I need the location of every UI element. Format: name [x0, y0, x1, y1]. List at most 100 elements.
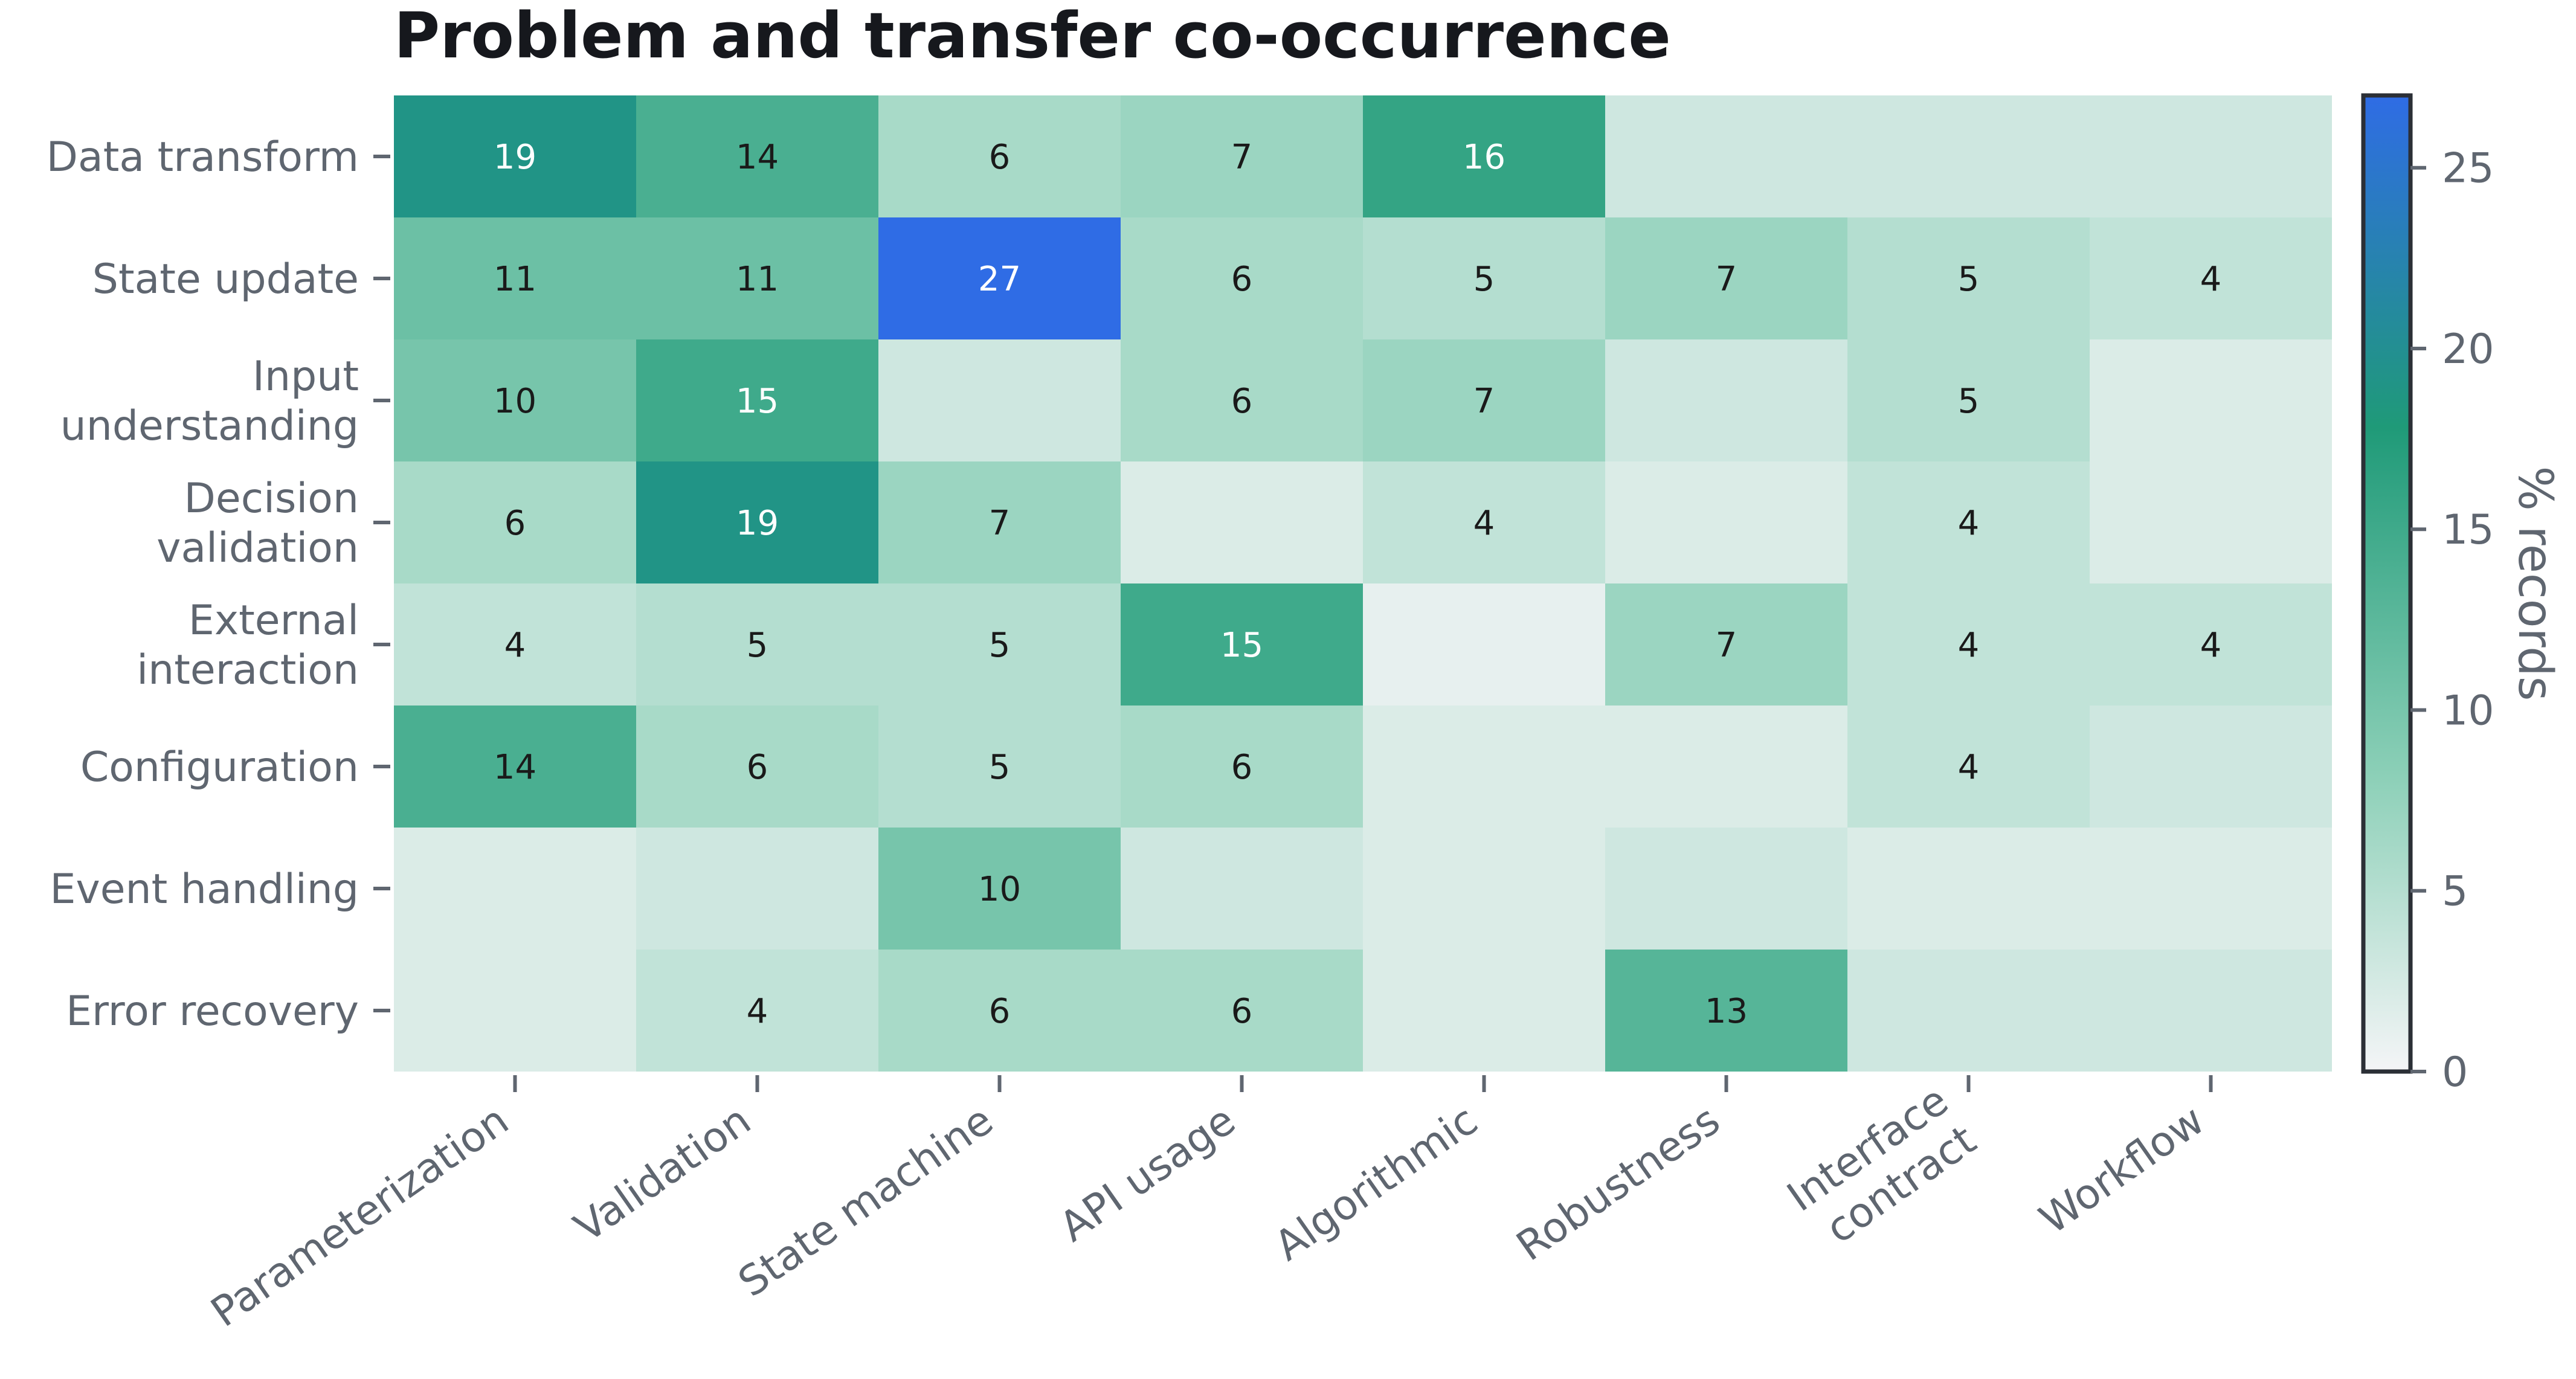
heatmap-cell [1847, 583, 2090, 706]
heatmap-cell [394, 583, 636, 706]
x-tick-label: Parameterization [203, 1096, 518, 1337]
heatmap-cell [1121, 828, 1363, 950]
colorbar: 0 5 10 15 20 25 % records [2361, 93, 2562, 1096]
heatmap-cell [1121, 706, 1363, 828]
heatmap-cell [1121, 339, 1363, 461]
heatmap-cell [878, 583, 1121, 706]
colorbar-tick-label: 0 [2442, 1049, 2468, 1096]
heatmap-cell [1363, 950, 1605, 1072]
heatmap-cell [1121, 461, 1363, 583]
heatmap-cell [636, 217, 878, 339]
x-tick-label: Robustness [1509, 1096, 1729, 1270]
heatmap-cell [636, 461, 878, 583]
cell-label: 19 [736, 504, 779, 543]
colorbar-tick-label: 5 [2442, 868, 2468, 916]
cell-label: 5 [1958, 260, 1980, 299]
cell-label: 6 [1231, 748, 1253, 787]
heatmap-cell [636, 706, 878, 828]
colorbar-tick-label: 25 [2442, 145, 2494, 193]
cell-label: 5 [989, 626, 1011, 665]
heatmap-cell [394, 339, 636, 461]
cell-label: 5 [747, 626, 768, 665]
heatmap-cell [1847, 217, 2090, 339]
heatmap-cell [2090, 339, 2332, 461]
heatmap-cell [1847, 706, 2090, 828]
cell-label: 11 [736, 260, 779, 299]
x-tick-label: State machine [730, 1096, 1002, 1307]
colorbar-gradient [2361, 93, 2413, 1074]
heatmap-cell [1121, 217, 1363, 339]
cell-label: 16 [1463, 138, 1505, 177]
colorbar-tick-label: 20 [2442, 326, 2494, 373]
cell-label: 4 [2200, 626, 2222, 665]
heatmap-cell [1363, 217, 1605, 339]
heatmap-cell [878, 950, 1121, 1072]
colorbar-tick-label: 10 [2442, 687, 2494, 735]
heatmap-cell [2090, 217, 2332, 339]
y-axis: Data transform State update Input understan… [47, 133, 390, 1035]
heatmap-cell [2090, 461, 2332, 583]
heatmap-cell [2090, 583, 2332, 706]
cell-label: 14 [736, 138, 779, 177]
chart-title: Problem and transfer co-occurrence [394, 0, 1671, 72]
cell-label: 10 [494, 382, 536, 421]
heatmap-cell [1847, 339, 2090, 461]
heatmap-cell [1363, 583, 1605, 706]
heatmap-cells: 19 14 6 7 16 11 11 27 6 5 7 5 4 10 15 6 7 5 6 19 7 4 4 4 5 5 15 7 4 4… [394, 95, 2332, 1072]
heatmap-cell [1363, 828, 1605, 950]
heatmap-cell [878, 706, 1121, 828]
cell-label: 5 [1473, 260, 1495, 299]
colorbar-tick-label: 15 [2442, 506, 2494, 554]
cell-label: 5 [989, 748, 1011, 787]
heatmap-cell [636, 828, 878, 950]
heatmap-cell [878, 461, 1121, 583]
cell-label: 4 [1958, 504, 1980, 543]
cell-label: 4 [1958, 626, 1980, 665]
heatmap-cell [636, 583, 878, 706]
heatmap-cell [1121, 950, 1363, 1072]
cell-label: 7 [1716, 260, 1737, 299]
heatmap-cell [1363, 95, 1605, 217]
heatmap-cell [394, 706, 636, 828]
heatmap-cell [636, 339, 878, 461]
heatmap-cell [878, 95, 1121, 217]
cell-label: 14 [494, 748, 536, 787]
heatmap-cell [1363, 461, 1605, 583]
cell-label: 7 [1716, 626, 1737, 665]
y-tick-label: State update [92, 256, 359, 303]
cell-label: 6 [989, 992, 1011, 1031]
y-tick-label: Configuration [80, 744, 359, 791]
cell-label: 6 [504, 504, 526, 543]
heatmap-cell [1605, 461, 1847, 583]
cell-label: 4 [2200, 260, 2222, 299]
cell-label: 15 [736, 382, 779, 421]
cell-label: 5 [1958, 382, 1980, 421]
heatmap-cell [1605, 828, 1847, 950]
heatmap-cell [1847, 950, 2090, 1072]
heatmap-cell [1847, 828, 2090, 950]
y-tick-label: Data transform [47, 133, 359, 181]
heatmap-cell [1121, 95, 1363, 217]
heatmap-cell [1605, 339, 1847, 461]
y-tick-label: Input understanding [60, 353, 359, 450]
cell-label: 6 [989, 138, 1011, 177]
heatmap-cell [1121, 583, 1363, 706]
heatmap-cell [1605, 95, 1847, 217]
heatmap-cell [878, 339, 1121, 461]
cell-label: 11 [494, 260, 536, 299]
heatmap-cell [1605, 217, 1847, 339]
cell-label: 13 [1705, 992, 1748, 1031]
heatmap-cell [394, 950, 636, 1072]
heatmap-cell [2090, 95, 2332, 217]
colorbar-label: % records [2508, 466, 2562, 701]
heatmap-cell [1363, 339, 1605, 461]
heatmap-cell [2090, 828, 2332, 950]
heatmap-cell [2090, 950, 2332, 1072]
cell-label: 6 [1231, 992, 1253, 1031]
x-tick-label: Validation [566, 1096, 759, 1252]
heatmap-cell [1847, 95, 2090, 217]
heatmap-cell [878, 217, 1121, 339]
heatmap-cell [394, 95, 636, 217]
